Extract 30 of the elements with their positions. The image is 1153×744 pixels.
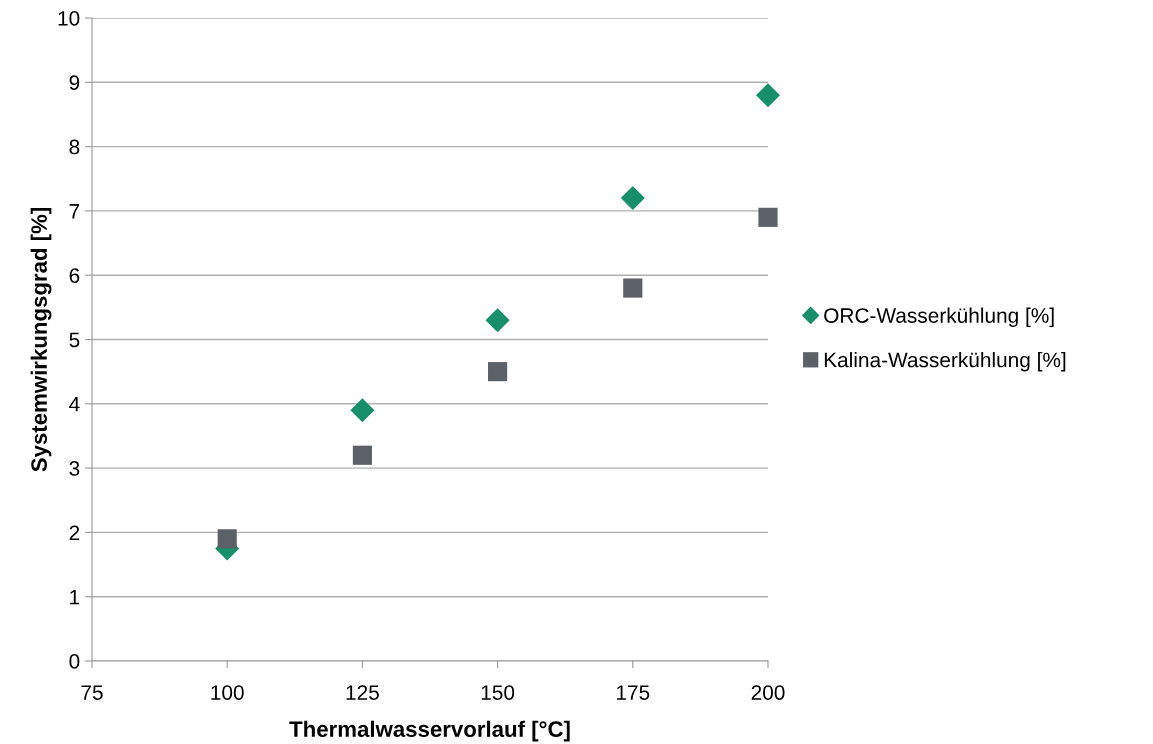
y-tick-label: 6 [69,268,80,283]
point [350,398,375,423]
x-tick-label: 100 [211,685,244,700]
x-tick-label: 175 [617,685,650,700]
x-axis-title: Thermalwasservorlauf [°C] [289,720,570,742]
y-tick-label: 2 [69,525,80,540]
point [620,186,645,211]
point [485,308,510,333]
point [623,278,643,298]
legend-label: ORC-Wasserkühlung [%] [824,307,1054,327]
y-tick-label: 1 [70,589,80,605]
y-tick-label: 9 [69,75,80,91]
y-tick-label: 3 [69,461,80,476]
y-tick-label: 4 [69,397,80,412]
point [352,445,372,465]
y-axis-title: Systemwirkungsgrad [%] [30,207,52,472]
point [755,83,781,108]
point [217,529,237,549]
y-tick-label: 5 [69,332,80,348]
point [758,207,778,227]
x-tick-label: 200 [751,685,785,700]
x-tick-label: 125 [346,685,379,700]
y-tick-label: 0 [69,654,80,669]
y-tick-label: 10 [58,11,80,26]
legend-label: Kalina-Wasserkühlung [%] [824,352,1066,372]
y-tick-label: 8 [69,139,80,155]
point [488,362,508,382]
y-tick-label: 7 [69,204,80,219]
x-tick-label: 150 [481,685,515,700]
x-tick-label: 75 [81,685,103,700]
